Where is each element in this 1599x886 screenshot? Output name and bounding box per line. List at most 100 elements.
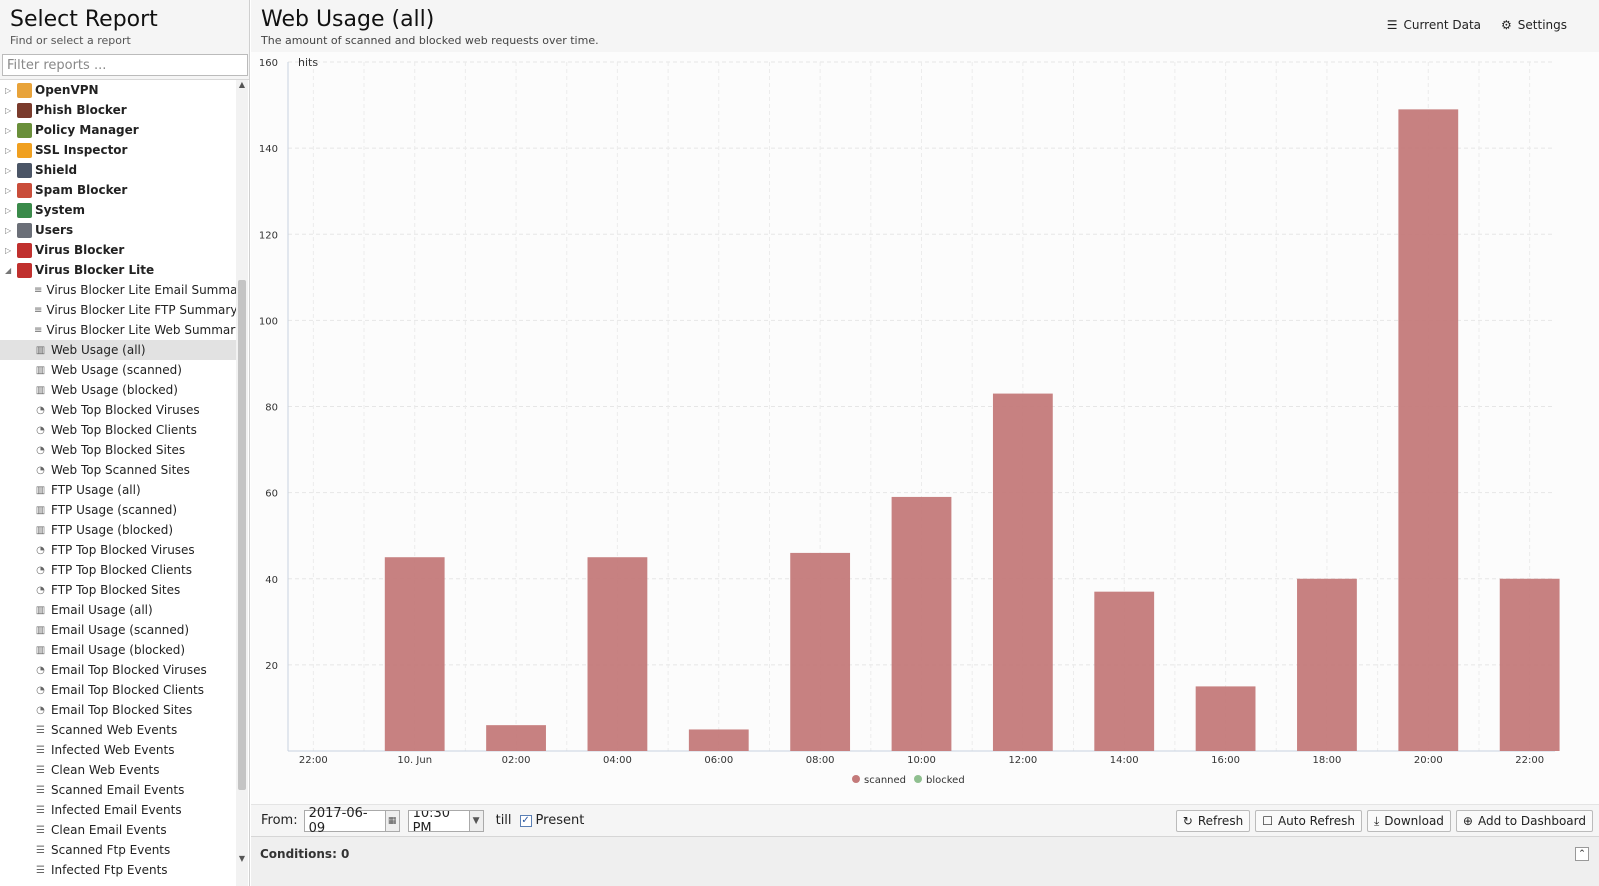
tree-report-item[interactable]: ▥ Web Usage (all) bbox=[0, 340, 236, 360]
bar-scanned bbox=[486, 725, 546, 751]
current-data-label: Current Data bbox=[1403, 18, 1482, 32]
tree-report-item[interactable]: ☰ Infected Web Events bbox=[0, 740, 236, 760]
conditions-panel: Conditions: 0 ⌃ bbox=[251, 836, 1599, 886]
calendar-icon[interactable]: ▦ bbox=[385, 809, 400, 832]
tree-report-item[interactable]: ◔ Email Top Blocked Clients bbox=[0, 680, 236, 700]
expand-arrow-icon[interactable]: ▷ bbox=[5, 105, 12, 115]
add-to-dashboard-button[interactable]: ⊕ Add to Dashboard bbox=[1455, 810, 1593, 832]
tree-report-item[interactable]: ≡ Virus Blocker Lite FTP Summary bbox=[0, 300, 236, 320]
filter-reports-input[interactable] bbox=[2, 54, 248, 76]
tree-report-item[interactable]: ☰ Infected Ftp Events bbox=[0, 860, 236, 880]
tree-app-label: Policy Manager bbox=[35, 123, 139, 137]
bar-scanned bbox=[891, 496, 952, 751]
tree-report-label: Scanned Web Events bbox=[51, 723, 178, 737]
present-checkbox[interactable]: ✓ bbox=[519, 814, 532, 827]
tree-report-item[interactable]: ☰ Scanned Web Events bbox=[0, 720, 236, 740]
tree-app-node[interactable]: ▷ System bbox=[0, 200, 236, 220]
gear-icon: ⚙ bbox=[1501, 18, 1512, 32]
tree-report-label: Clean Email Events bbox=[51, 823, 167, 837]
collapse-arrow-icon[interactable]: ◢ bbox=[5, 265, 12, 275]
pie-chart-icon: ◔ bbox=[36, 444, 45, 456]
download-icon: ⤓ bbox=[1373, 813, 1380, 828]
expand-arrow-icon[interactable]: ▷ bbox=[5, 225, 12, 235]
tree-report-item[interactable]: ▥ FTP Usage (all) bbox=[0, 480, 236, 500]
tree-app-node[interactable]: ▷ Phish Blocker bbox=[0, 100, 236, 120]
tree-report-item[interactable]: ▥ FTP Usage (scanned) bbox=[0, 500, 236, 520]
bar-scanned bbox=[992, 393, 1053, 751]
x-tick-label: 22:00 bbox=[1515, 755, 1544, 766]
text-report-icon: ≡ bbox=[34, 324, 43, 336]
scroll-thumb[interactable] bbox=[238, 280, 246, 790]
tree-app-node[interactable]: ▷ SSL Inspector bbox=[0, 140, 236, 160]
refresh-icon: ↻ bbox=[1182, 814, 1193, 828]
tree-report-item[interactable]: ☰ Clean Web Events bbox=[0, 760, 236, 780]
tree-report-item[interactable]: ☰ Infected Email Events bbox=[0, 800, 236, 820]
auto-refresh-button[interactable]: ☐ Auto Refresh bbox=[1255, 810, 1362, 832]
tree-report-item[interactable]: ◔ FTP Top Blocked Sites bbox=[0, 580, 236, 600]
tree-app-node[interactable]: ▷ Spam Blocker bbox=[0, 180, 236, 200]
tree-app-node[interactable]: ▷ Virus Blocker bbox=[0, 240, 236, 260]
tree-app-node[interactable]: ◢ Virus Blocker Lite bbox=[0, 260, 236, 280]
tree-report-item[interactable]: ◔ Web Top Scanned Sites bbox=[0, 460, 236, 480]
tree-report-label: Email Usage (all) bbox=[51, 603, 153, 617]
tree-report-label: Web Usage (blocked) bbox=[51, 383, 178, 397]
tree-report-item[interactable]: ☰ Clean Email Events bbox=[0, 820, 236, 840]
tree-app-node[interactable]: ▷ Policy Manager bbox=[0, 120, 236, 140]
expand-arrow-icon[interactable]: ▷ bbox=[5, 125, 12, 135]
x-tick-label: 10:00 bbox=[907, 755, 936, 766]
tree-report-item[interactable]: ≡ Virus Blocker Lite Web Summary bbox=[0, 320, 236, 340]
shield-icon bbox=[17, 162, 32, 178]
download-button[interactable]: ⤓ Download bbox=[1366, 810, 1451, 832]
expand-arrow-icon[interactable]: ▷ bbox=[5, 145, 12, 155]
tree-report-item[interactable]: ▥ Email Usage (blocked) bbox=[0, 640, 236, 660]
tree-report-item[interactable]: ▥ Web Usage (scanned) bbox=[0, 360, 236, 380]
event-list-icon: ☰ bbox=[36, 844, 45, 856]
tree-report-label: FTP Top Blocked Sites bbox=[51, 583, 181, 597]
expand-arrow-icon[interactable]: ▷ bbox=[5, 205, 12, 215]
policy-manager-icon bbox=[17, 122, 32, 138]
expand-conditions-icon[interactable]: ⌃ bbox=[1575, 847, 1589, 861]
bar-scanned bbox=[790, 552, 851, 751]
tree-report-item[interactable]: ◔ Web Top Blocked Sites bbox=[0, 440, 236, 460]
tree-report-item[interactable]: ≡ Virus Blocker Lite Email Summary bbox=[0, 280, 236, 300]
x-tick-label: 12:00 bbox=[1008, 755, 1037, 766]
event-list-icon: ☰ bbox=[36, 824, 45, 836]
expand-arrow-icon[interactable]: ▷ bbox=[5, 85, 12, 95]
chevron-down-icon[interactable]: ▼ bbox=[469, 809, 484, 832]
filter-bar bbox=[0, 52, 249, 80]
tree-report-label: Email Usage (scanned) bbox=[51, 623, 190, 637]
tree-report-item[interactable]: ◔ Web Top Blocked Clients bbox=[0, 420, 236, 440]
tree-scrollbar[interactable]: ▲ ▼ bbox=[236, 80, 248, 886]
tree-report-item[interactable]: ☰ Scanned Ftp Events bbox=[0, 840, 236, 860]
expand-arrow-icon[interactable]: ▷ bbox=[5, 165, 12, 175]
expand-arrow-icon[interactable]: ▷ bbox=[5, 185, 12, 195]
report-header: Web Usage (all) The amount of scanned an… bbox=[251, 0, 1599, 52]
expand-arrow-icon[interactable]: ▷ bbox=[5, 245, 12, 255]
tree-report-item[interactable]: ◔ Email Top Blocked Viruses bbox=[0, 660, 236, 680]
tree-app-node[interactable]: ▷ Users bbox=[0, 220, 236, 240]
tree-report-item[interactable]: ▥ FTP Usage (blocked) bbox=[0, 520, 236, 540]
tree-report-item[interactable]: ▥ Web Usage (blocked) bbox=[0, 380, 236, 400]
y-tick-label: 160 bbox=[259, 58, 278, 69]
tree-app-node[interactable]: ▷ Shield bbox=[0, 160, 236, 180]
tree-report-item[interactable]: ◔ FTP Top Blocked Viruses bbox=[0, 540, 236, 560]
x-tick-label: 14:00 bbox=[1110, 755, 1139, 766]
tree-app-label: Users bbox=[35, 223, 74, 237]
tree-report-item[interactable]: ☰ Scanned Email Events bbox=[0, 780, 236, 800]
refresh-button[interactable]: ↻ Refresh bbox=[1175, 810, 1251, 832]
pie-chart-icon: ◔ bbox=[36, 564, 45, 576]
y-tick-label: 40 bbox=[265, 575, 278, 586]
tree-report-label: Virus Blocker Lite Web Summary bbox=[46, 323, 236, 337]
tree-report-item[interactable]: ▥ Email Usage (scanned) bbox=[0, 620, 236, 640]
tree-app-node[interactable]: ▷ OpenVPN bbox=[0, 80, 236, 100]
tree-report-item[interactable]: ▥ Email Usage (all) bbox=[0, 600, 236, 620]
from-time-field[interactable]: 10:30 PM bbox=[407, 809, 470, 832]
tree-report-item[interactable]: ◔ Email Top Blocked Sites bbox=[0, 700, 236, 720]
current-data-button[interactable]: ☰ Current Data bbox=[1387, 18, 1481, 32]
tree-report-item[interactable]: ◔ FTP Top Blocked Clients bbox=[0, 560, 236, 580]
settings-button[interactable]: ⚙ Settings bbox=[1501, 18, 1567, 32]
scroll-down-arrow-icon[interactable]: ▼ bbox=[238, 854, 246, 863]
from-date-field[interactable]: 2017-06-09 bbox=[303, 806, 386, 836]
scroll-up-arrow-icon[interactable]: ▲ bbox=[238, 80, 246, 89]
tree-report-item[interactable]: ◔ Web Top Blocked Viruses bbox=[0, 400, 236, 420]
